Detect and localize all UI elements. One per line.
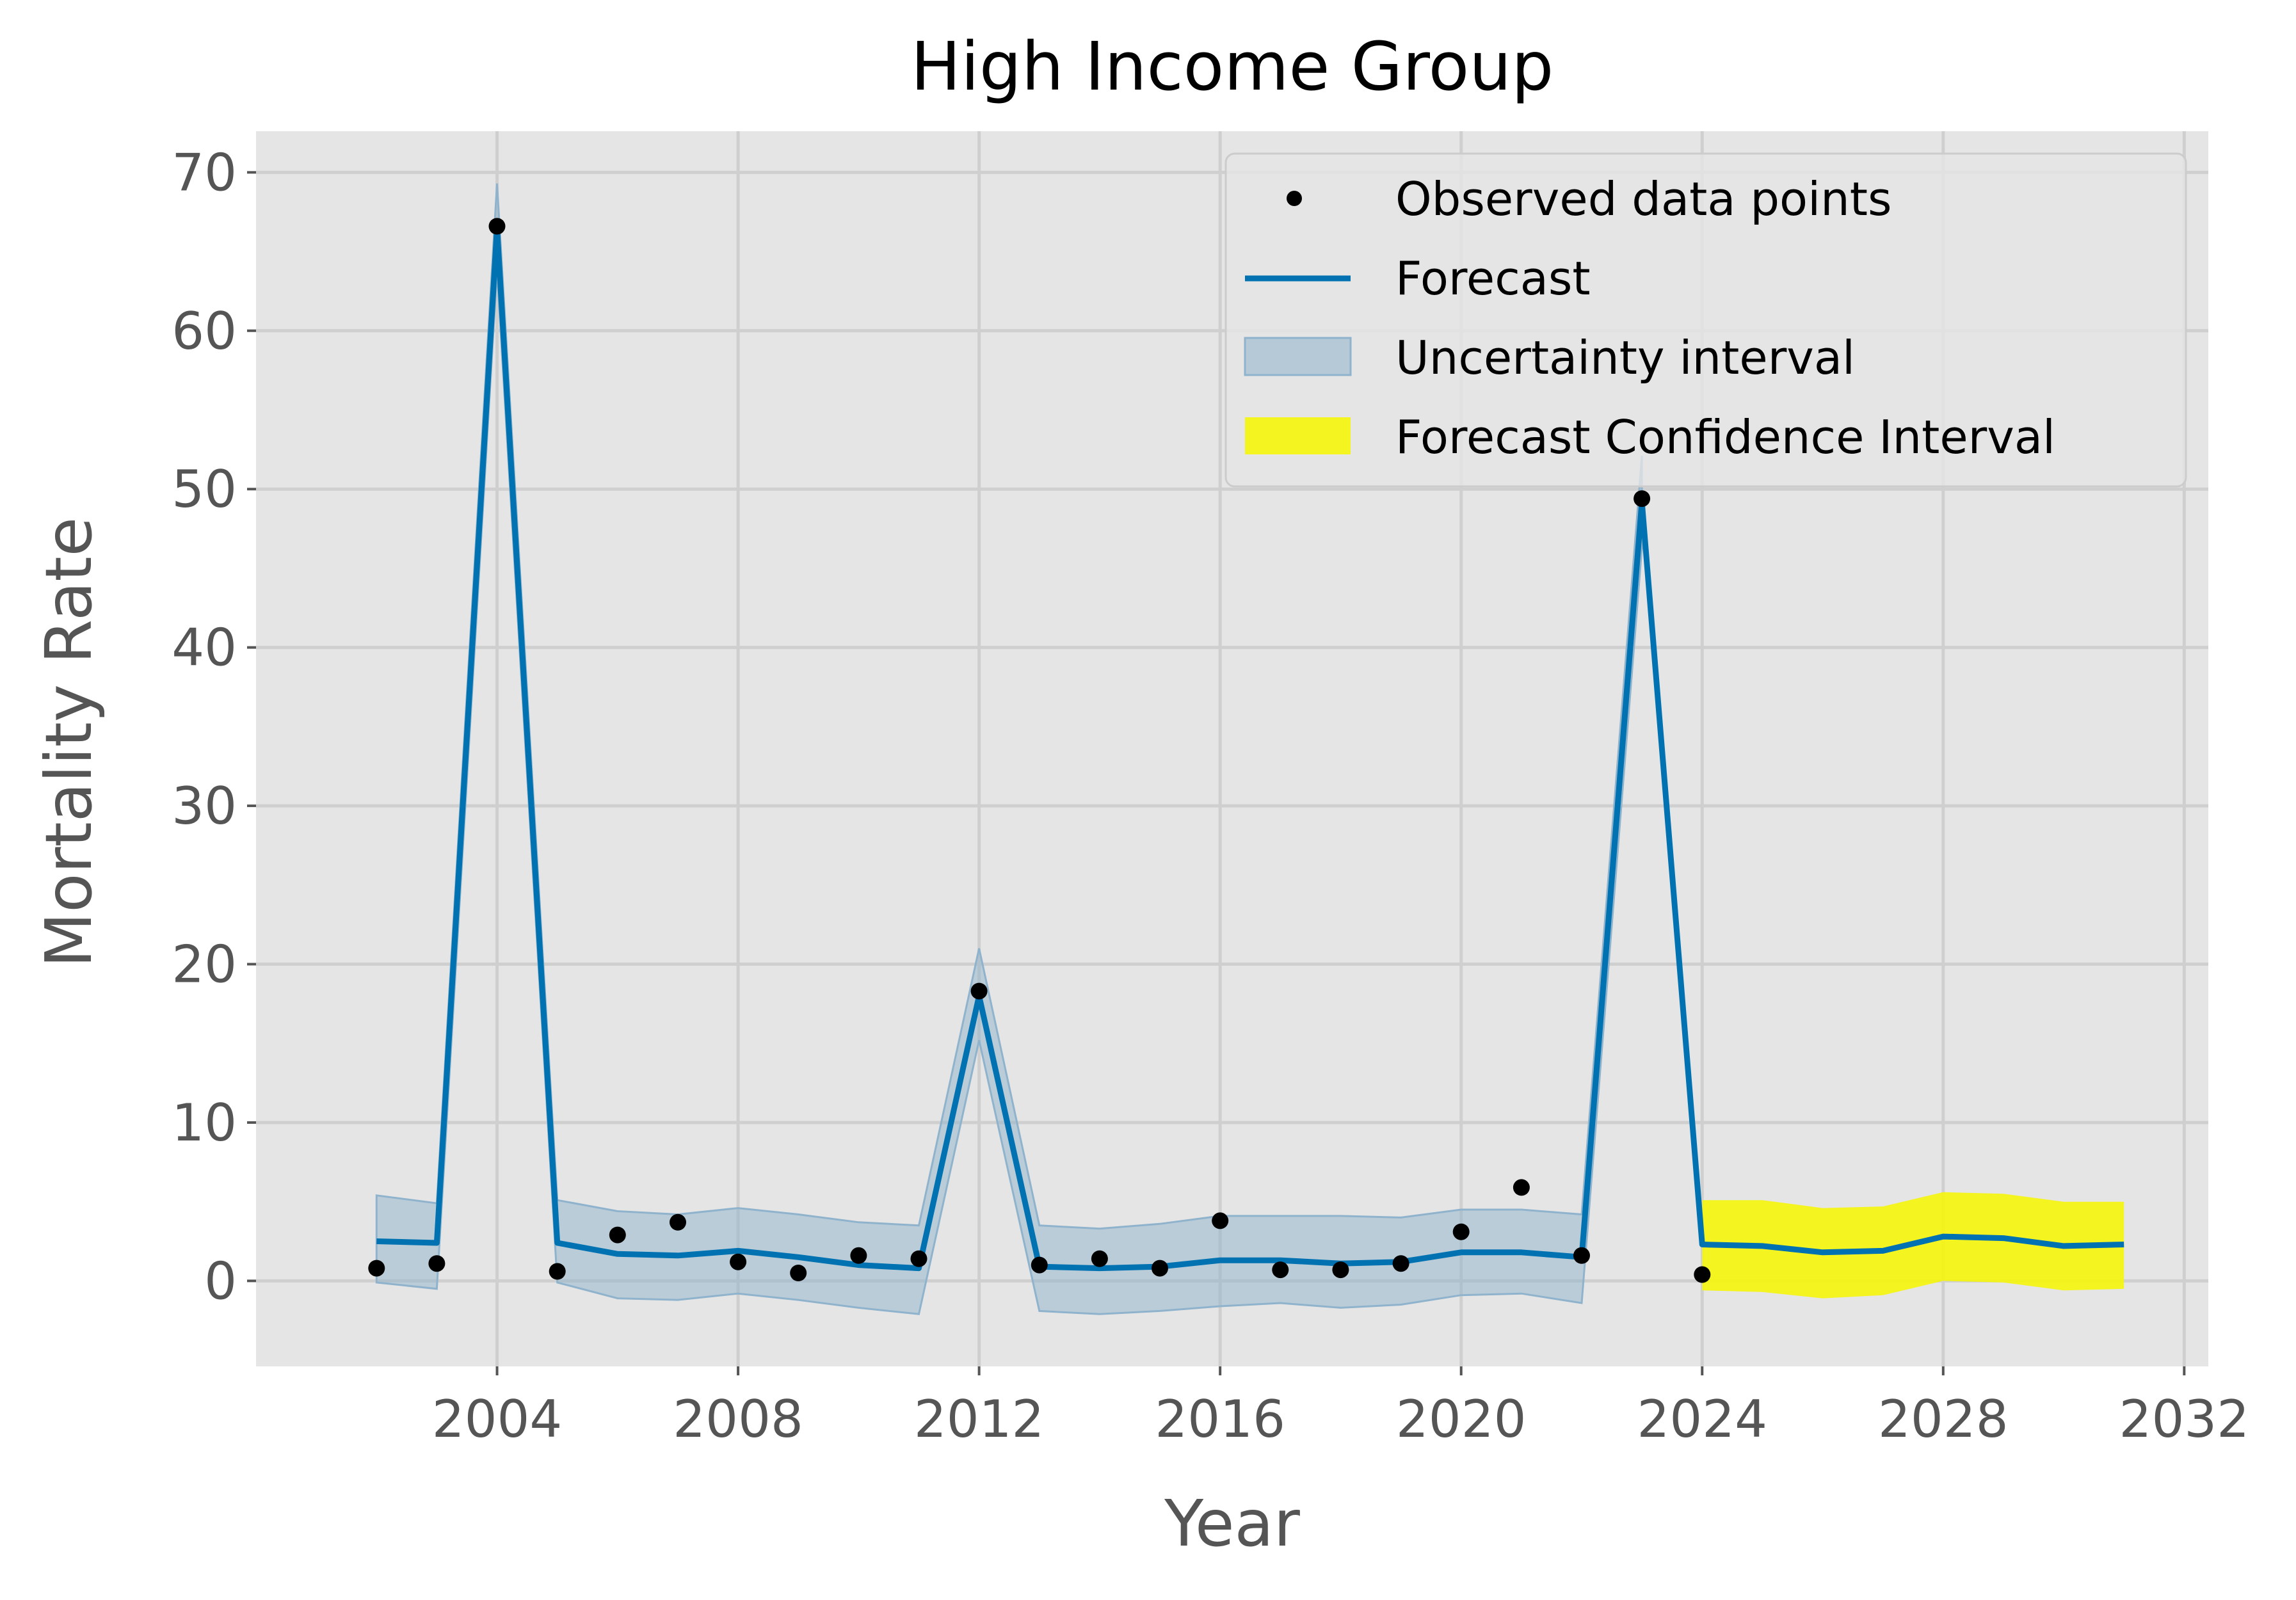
- x-tick-label: 2004: [432, 1389, 563, 1449]
- legend-label-forecast: Forecast: [1395, 252, 1591, 305]
- observed-point: [790, 1265, 807, 1281]
- legend-marker-forecast-ci: [1245, 417, 1351, 454]
- observed-point: [670, 1213, 686, 1231]
- observed-point: [910, 1250, 927, 1267]
- observed-point: [1452, 1223, 1470, 1240]
- observed-point: [549, 1263, 566, 1280]
- forecast-lines: [376, 225, 2124, 1272]
- axis-ticks: 2004 2008 2012 2016 2020 2024 2028 2032 0 10 20 30 4…: [172, 143, 2249, 1449]
- observed-point: [1332, 1261, 1349, 1279]
- y-tick-label: 50: [172, 460, 237, 519]
- legend-marker-uncertainty: [1244, 337, 1352, 376]
- x-tick-label: 2020: [1396, 1389, 1527, 1449]
- observed-point: [428, 1255, 446, 1272]
- legend-frame: [1224, 152, 2187, 488]
- observed-point: [609, 1226, 626, 1244]
- observed-point: [488, 218, 506, 235]
- observed-point: [1152, 1260, 1168, 1277]
- observed-point: [1694, 1266, 1711, 1283]
- observed-point: [1091, 1250, 1108, 1267]
- legend-label-forecast-ci: Forecast Confidence Interval: [1395, 410, 2055, 464]
- legend-label-uncertainty: Uncertainty interval: [1395, 331, 1855, 385]
- y-tick-label: 20: [172, 935, 237, 995]
- legend-label-observed: Observed data points: [1395, 172, 1891, 226]
- y-tick-label: 40: [172, 618, 237, 678]
- y-tick-label: 0: [204, 1251, 237, 1311]
- y-tick-label: 70: [172, 143, 237, 202]
- x-tick-label: 2028: [1878, 1389, 2009, 1449]
- y-tick-label: 10: [172, 1093, 237, 1153]
- forecast-line: [376, 225, 2124, 1272]
- x-tick-label: 2012: [914, 1389, 1045, 1449]
- observed-point: [1212, 1212, 1229, 1229]
- observed-point: [850, 1247, 867, 1264]
- x-axis-label: Year: [1164, 1486, 1301, 1561]
- y-tick-label: 30: [172, 776, 237, 836]
- y-tick-label: 60: [172, 301, 237, 361]
- x-tick-label: 2032: [2119, 1389, 2250, 1449]
- legend: Observed data points Forecast Uncertaint…: [1224, 152, 2187, 488]
- chart-title: High Income Group: [911, 28, 1553, 106]
- observed-point: [970, 982, 988, 1000]
- x-tick-label: 2008: [673, 1389, 803, 1449]
- observed-point: [1031, 1256, 1048, 1274]
- observed-point: [730, 1253, 747, 1270]
- y-axis-label: Mortality Rate: [31, 517, 106, 968]
- observed-point: [1573, 1247, 1590, 1264]
- observed-point: [368, 1260, 385, 1277]
- x-tick-label: 2016: [1155, 1389, 1285, 1449]
- observed-point: [1634, 490, 1651, 508]
- x-tick-label: 2024: [1637, 1389, 1767, 1449]
- observed-point: [1272, 1261, 1289, 1279]
- legend-marker-observed: [1287, 191, 1302, 206]
- observed-points: [368, 218, 1711, 1283]
- observed-point: [1513, 1179, 1530, 1196]
- observed-point: [1392, 1255, 1409, 1272]
